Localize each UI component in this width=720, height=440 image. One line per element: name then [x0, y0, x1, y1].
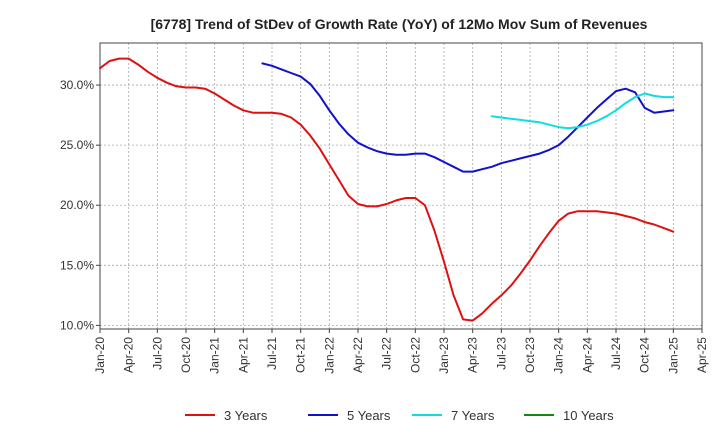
legend: 3 Years 5 Years 7 Years 10 Years — [185, 408, 614, 423]
series-line-7-years — [490, 92, 675, 130]
x-tick-label: Jan-22 — [322, 337, 336, 374]
x-tick-label: Apr-24 — [580, 337, 594, 373]
x-tick-label: Jul-21 — [265, 337, 279, 370]
y-tick-label: 25.0% — [60, 138, 94, 152]
plot-area: 10.0% 15.0% 20.0% 25.0% 30.0% Jan-20 Apr-20 Jul… — [60, 42, 709, 374]
x-tick-label: Apr-20 — [122, 337, 136, 373]
y-tick-label: 30.0% — [60, 78, 94, 92]
series-line-5-years — [261, 62, 675, 173]
x-tick-label: Oct-24 — [638, 337, 652, 373]
x-tick-label: Jan-20 — [93, 337, 107, 374]
x-tick-label: Apr-23 — [466, 337, 480, 373]
y-tick-label: 15.0% — [60, 258, 94, 272]
chart-title: [6778] Trend of StDev of Growth Rate (Yo… — [151, 16, 648, 32]
legend-label-5-years: 5 Years — [347, 408, 391, 423]
x-tick-label: Apr-21 — [236, 337, 250, 373]
x-tick-label: Jul-20 — [150, 337, 164, 370]
x-tick-label: Jul-22 — [380, 337, 394, 370]
legend-label-7-years: 7 Years — [451, 408, 495, 423]
series-line-3-years — [99, 57, 675, 322]
plot-frame — [99, 42, 703, 330]
x-tick-label: Apr-22 — [351, 337, 365, 373]
x-tick-label: Oct-23 — [523, 337, 537, 373]
x-tick-label: Jul-23 — [494, 337, 508, 370]
x-tick-label: Jul-24 — [609, 337, 623, 370]
x-tick-label: Jan-21 — [208, 337, 222, 374]
legend-label-3-years: 3 Years — [224, 408, 268, 423]
x-tick-label: Oct-22 — [408, 337, 422, 373]
x-tick-label: Jan-23 — [437, 337, 451, 374]
y-tick-label: 10.0% — [60, 318, 94, 332]
x-tick-label: Jan-24 — [552, 337, 566, 374]
plot-background — [100, 43, 702, 329]
x-tick-label: Oct-20 — [179, 337, 193, 373]
x-tick-label: Jan-25 — [666, 337, 680, 374]
x-tick-label: Oct-21 — [294, 337, 308, 373]
y-tick-label: 20.0% — [60, 198, 94, 212]
x-tick-label: Apr-25 — [695, 337, 709, 373]
legend-label-10-years: 10 Years — [563, 408, 614, 423]
